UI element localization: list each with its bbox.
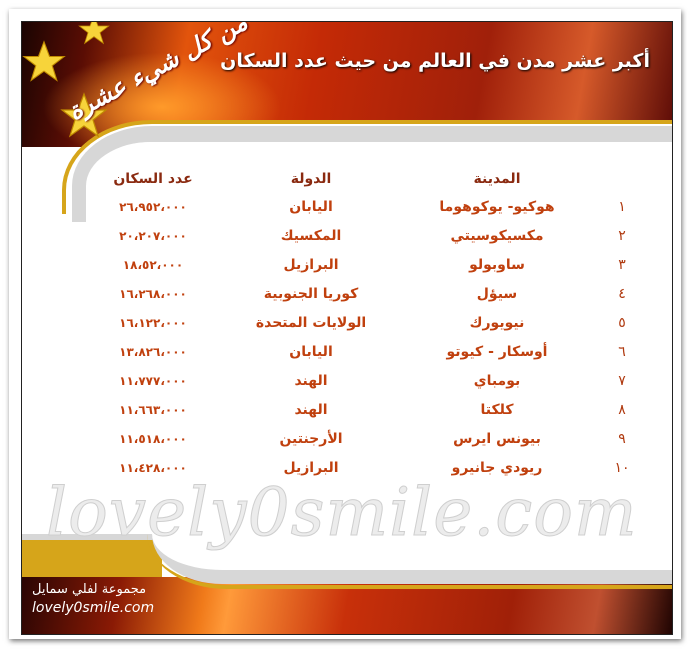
header-city: المدينة <box>473 171 521 187</box>
star-icon <box>60 92 108 138</box>
cell-rank: ٦ <box>618 344 626 360</box>
cell-population: ١١،٧٧٧،٠٠٠ <box>119 374 187 388</box>
cell-city: ريودي جانيرو <box>451 460 543 476</box>
cell-city: ساوبولو <box>469 257 525 273</box>
cell-city: بومباي <box>473 373 521 389</box>
cell-country: البرازيل <box>283 257 339 273</box>
cell-country: الهند <box>294 373 328 389</box>
footer-site: lovely0smile.com <box>32 600 155 616</box>
cell-rank: ١٠ <box>614 460 630 476</box>
cell-country: الولايات المتحدة <box>255 315 367 331</box>
cell-country: الأرجنتين <box>279 431 343 447</box>
cell-rank: ٧ <box>618 373 626 389</box>
cell-rank: ١ <box>618 199 626 215</box>
cell-city: بيونس ايرس <box>453 431 541 447</box>
header-country: الدولة <box>290 171 332 187</box>
cell-population: ١١،٥١٨،٠٠٠ <box>119 432 187 446</box>
cell-country: كوريا الجنوبية <box>263 286 359 302</box>
cell-rank: ٤ <box>618 286 626 302</box>
page-title: أكبر عشر مدن في العالم من حيث عدد السكان <box>220 50 650 72</box>
decorative-curve <box>147 527 672 589</box>
cell-country: الهند <box>294 402 328 418</box>
cell-country: البرازيل <box>283 460 339 476</box>
cell-city: سيؤل <box>476 286 518 302</box>
cell-country: اليابان <box>289 199 333 215</box>
cell-city: كلكتا <box>480 402 514 418</box>
cell-country: المكسيك <box>280 228 342 244</box>
star-icon <box>78 22 110 45</box>
cell-rank: ٨ <box>618 402 626 418</box>
cell-population: ١٨،٥٢،٠٠٠ <box>122 258 184 272</box>
cell-population: ٢٠،٢٠٧،٠٠٠ <box>119 229 187 243</box>
cell-rank: ٥ <box>618 315 626 331</box>
cell-city: مكسيكوسيتي <box>450 228 544 244</box>
watermark: lovely0smile.com <box>46 474 638 551</box>
cell-city: نيويورك <box>469 315 525 331</box>
cell-population: ١٣،٨٢٦،٠٠٠ <box>119 345 187 359</box>
header-population: عدد السكان <box>113 171 193 187</box>
cell-population: ١١،٦٦٣،٠٠٠ <box>119 403 187 417</box>
footer-group-name: مجموعة لفلي سمايل <box>32 582 147 597</box>
cell-city: هوكيو- يوكوهوما <box>439 199 555 215</box>
cell-population: ١٦،٢٦٨،٠٠٠ <box>119 287 187 301</box>
star-icon <box>22 40 66 82</box>
cell-population: ١١،٤٢٨،٠٠٠ <box>119 461 187 475</box>
cell-rank: ٢ <box>618 228 626 244</box>
infographic-frame: أكبر عشر مدن في العالم من حيث عدد السكان… <box>21 21 673 635</box>
cell-population: ٢٦،٩٥٢،٠٠٠ <box>119 200 187 214</box>
cell-rank: ٣ <box>618 257 626 273</box>
cell-country: اليابان <box>289 344 333 360</box>
cell-city: أوسكار - كيوتو <box>446 344 548 360</box>
cell-population: ١٦،١٢٢،٠٠٠ <box>119 316 187 330</box>
cell-rank: ٩ <box>618 431 626 447</box>
